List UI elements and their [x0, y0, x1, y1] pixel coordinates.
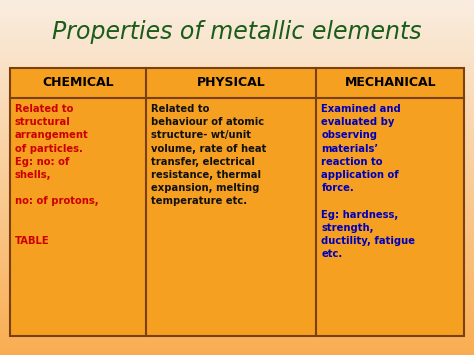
Text: Related to
behaviour of atomic
structure- wt/unit
volume, rate of heat
transfer,: Related to behaviour of atomic structure…	[151, 104, 266, 206]
Text: Examined and
evaluated by
observing
materials’
reaction to
application of
force.: Examined and evaluated by observing mate…	[321, 104, 415, 259]
Text: CHEMICAL: CHEMICAL	[42, 76, 114, 89]
Text: MECHANICAL: MECHANICAL	[345, 76, 436, 89]
Bar	[10, 68, 464, 336]
Text: PHYSICAL: PHYSICAL	[197, 76, 266, 89]
Text: Properties of metallic elements: Properties of metallic elements	[52, 20, 422, 44]
Text: Related to
structural
arrangement
of particles.
Eg: no: of
shells,

no: of proto: Related to structural arrangement of par…	[15, 104, 99, 246]
